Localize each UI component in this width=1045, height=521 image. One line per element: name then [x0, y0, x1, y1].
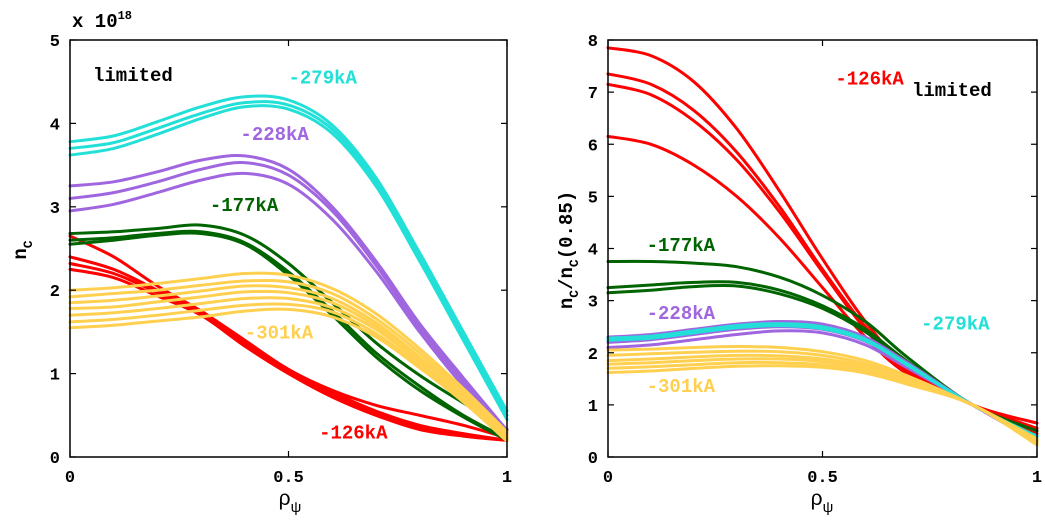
left-series-line--228kA-7: [68, 154, 509, 432]
left-ticks: 0 1 2 3 4 5 0 0.5 1: [50, 33, 512, 488]
left-series-line--228kA-9: [68, 171, 509, 436]
left-y-tick-label: 0: [50, 450, 60, 469]
left-series-line--228kA-8: [68, 160, 509, 434]
right-x-axis-label: ρψ: [811, 487, 834, 516]
left-ylabel-sub: C: [21, 240, 36, 248]
left-series-line--279kA-10: [68, 94, 509, 413]
left-series-label--279kA: -279kA: [289, 67, 358, 89]
left-multiplier-exp: 18: [118, 9, 132, 23]
left-x-axis-label: ρψ: [279, 487, 302, 516]
right-ylabel-sub2: C: [567, 259, 582, 267]
right-xlabel-sub: ψ: [823, 499, 834, 516]
right-y-tick-label: 2: [588, 346, 598, 365]
right-x-tick-label: 0.5: [807, 469, 838, 488]
left-series-line--177kA-4: [68, 223, 509, 431]
right-series-label--301kA: -301kA: [647, 376, 716, 398]
right-ylabel-main: n: [556, 298, 578, 309]
left-y-tick-label: 1: [50, 367, 60, 386]
left-xlabel-main: ρ: [279, 487, 291, 510]
left-y-tick-label: 4: [50, 116, 60, 135]
left-y-tick-label: 5: [50, 33, 60, 52]
left-series-label--177kA: -177kA: [210, 195, 279, 217]
right-series-label--279kA: -279kA: [921, 313, 990, 335]
left-series-label--126kA: -126kA: [319, 423, 388, 445]
left-series-line--301kA-13: [68, 271, 509, 434]
left-series-line--301kA-19: [68, 307, 509, 443]
right-series-label--228kA: -228kA: [647, 303, 716, 325]
right-xlabel-main: ρ: [811, 487, 823, 510]
right-series-label--126kA: -126kA: [835, 68, 904, 90]
left-series-label--228kA: -228kA: [240, 124, 309, 146]
left-series-line--301kA-16: [68, 289, 509, 440]
right-series-line--301kA-15: [606, 357, 1039, 444]
left-y-tick-label: 2: [50, 283, 60, 302]
left-y-axis-label: nC: [10, 240, 36, 259]
left-limited-annotation: limited: [93, 65, 173, 87]
left-ylabel-main: n: [10, 248, 32, 259]
left-series-group: [68, 94, 509, 443]
right-ylabel-rest: /n: [556, 267, 578, 290]
right-y-tick-label: 6: [588, 137, 598, 156]
right-limited-annotation: limited: [912, 80, 992, 102]
right-series-labels: -126kA -177kA -228kA -279kA -301kA: [647, 68, 991, 398]
right-x-tick-label: 1: [1032, 469, 1042, 488]
left-series-line--177kA-5: [68, 229, 509, 441]
left-x-tick-label: 0: [65, 469, 75, 488]
right-series-line--301kA-17: [606, 364, 1039, 447]
right-ylabel-sub: C: [567, 290, 582, 298]
left-y-tick-label: 3: [50, 200, 60, 219]
left-multiplier-base: x 10: [72, 11, 118, 33]
right-y-tick-label: 1: [588, 398, 598, 417]
left-series-line--301kA-15: [68, 284, 509, 438]
right-series-group: [606, 46, 1039, 447]
left-series-labels: -279kA -228kA -177kA -301kA -126kA: [210, 67, 388, 444]
right-y-tick-label: 7: [588, 85, 598, 104]
right-y-tick-label: 8: [588, 33, 598, 52]
right-series-line--279kA-11: [606, 324, 1039, 440]
left-multiplier: x 1018: [72, 9, 132, 33]
left-series-line--301kA-18: [68, 302, 509, 442]
right-series-label--177kA: -177kA: [647, 235, 716, 257]
right-y-tick-label: 0: [588, 450, 598, 469]
left-x-tick-label: 0.5: [273, 469, 304, 488]
right-y-tick-label: 3: [588, 294, 598, 313]
left-series-line--279kA-12: [68, 104, 509, 421]
left-x-tick-label: 1: [502, 469, 512, 488]
left-chart: 0 1 2 3 4 5 0 0.5 1 -279kA -228kA -177kA -301kA -126…: [10, 9, 512, 516]
right-y-tick-label: 4: [588, 242, 598, 261]
right-ylabel-tail: (0.85): [556, 191, 578, 259]
right-y-tick-label: 5: [588, 189, 598, 208]
right-y-axis-label: nC/nC(0.85): [556, 191, 582, 309]
right-x-tick-label: 0: [603, 469, 613, 488]
left-series-label--301kA: -301kA: [245, 323, 314, 345]
left-xlabel-sub: ψ: [291, 499, 302, 516]
left-series-line--301kA-14: [68, 278, 509, 436]
right-ticks: 0 1 2 3 4 5 6 7 8 0 0.5 1: [588, 33, 1042, 488]
left-series-line--301kA-17: [68, 296, 509, 441]
left-plot-frame: [69, 39, 508, 458]
left-series-line--279kA-11: [68, 100, 509, 417]
